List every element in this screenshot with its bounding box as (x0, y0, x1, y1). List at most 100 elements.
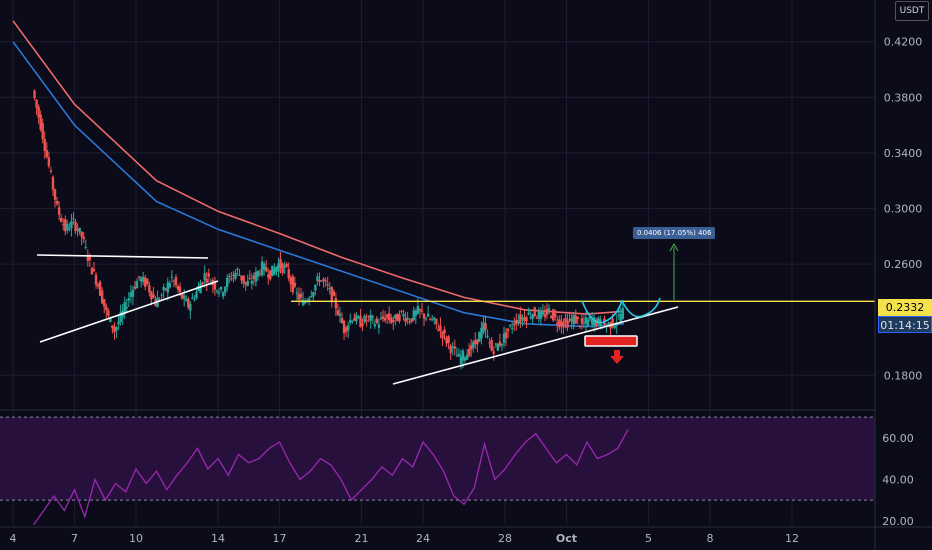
candle-up (478, 332, 481, 342)
candle-up (502, 333, 506, 343)
candle-down (242, 275, 245, 284)
candle-down (439, 325, 442, 331)
candle-up (129, 292, 133, 298)
candle-down (144, 277, 147, 287)
candle-up (123, 302, 126, 313)
candle-down (361, 323, 364, 326)
candle-up (234, 272, 237, 279)
time-tick-label: 28 (498, 532, 512, 545)
candle-up (310, 296, 313, 298)
projection-arc (581, 299, 623, 324)
candle-down (375, 318, 379, 324)
rsi-pane (0, 416, 875, 526)
candle-down (41, 123, 44, 140)
candle-down (51, 176, 55, 190)
candle-down (86, 255, 90, 261)
candle-up (219, 286, 223, 290)
candle-down (332, 291, 336, 296)
candle-up (531, 314, 534, 320)
candle-up (277, 263, 280, 272)
candle-down (387, 313, 391, 321)
candle-up (510, 327, 514, 329)
price-tick-label: 0.3000 (884, 202, 923, 215)
triangle-bottom-line (39, 280, 219, 343)
candle-up (355, 314, 358, 322)
candle-up (139, 277, 143, 282)
candle-down (535, 317, 538, 319)
rsi-axis[interactable]: 60.00 40.00 20.00 (882, 432, 914, 528)
candle-up (217, 292, 221, 294)
candle-down (248, 277, 251, 279)
candle-down (549, 316, 553, 319)
candle-up (496, 343, 500, 351)
candle-down (164, 288, 167, 290)
candle-up (457, 353, 461, 357)
candle-down (35, 99, 38, 108)
candle-up (414, 310, 418, 316)
candle-up (168, 283, 172, 288)
candle-down (410, 318, 413, 322)
candle-up (373, 324, 377, 327)
time-tick-label: 14 (211, 532, 225, 545)
candle-up (500, 343, 504, 346)
candle-down (96, 284, 100, 287)
candle-up (262, 263, 266, 270)
candle-down (258, 273, 262, 275)
candle-up (607, 322, 610, 325)
candle-up (371, 316, 374, 318)
candle-up (586, 319, 590, 326)
candle-up (363, 315, 366, 323)
candle-down (279, 259, 282, 268)
candle-up (199, 283, 202, 294)
candle-down (64, 219, 67, 232)
candle-down (334, 298, 338, 309)
candle-down (611, 318, 614, 327)
candle-down (476, 339, 479, 345)
candle-down (326, 284, 329, 286)
candle-down (57, 207, 61, 215)
measure-arrow-head (669, 242, 679, 252)
candle-down (562, 322, 565, 328)
candle-down (150, 291, 153, 300)
candle-down (98, 281, 102, 296)
candle-up (109, 317, 112, 322)
candle-up (223, 286, 227, 293)
candle-down (344, 327, 348, 332)
candle-up (115, 327, 118, 331)
candle-down (113, 326, 116, 333)
candle-down (76, 229, 79, 231)
candle-down (43, 139, 46, 151)
candle-down (560, 320, 563, 326)
candle-down (146, 278, 149, 285)
candle-up (215, 290, 219, 292)
candle-up (312, 292, 315, 297)
candle-down (566, 320, 569, 328)
candle-up (70, 221, 73, 229)
candle-down (400, 310, 403, 312)
candle-up (246, 280, 249, 286)
candle-up (84, 246, 87, 248)
candle-down (201, 282, 204, 284)
candle-up (346, 325, 350, 331)
candle-down (420, 310, 424, 312)
time-tick-label: 17 (273, 532, 287, 545)
candle-down (213, 282, 217, 290)
candle-up (314, 284, 317, 291)
candle-up (275, 266, 278, 272)
candle-down (578, 326, 582, 328)
candle-down (390, 317, 393, 323)
time-tick-label: 10 (129, 532, 143, 545)
candle-down (148, 285, 151, 293)
time-axis[interactable]: 4 7 10 14 17 21 24 28 Oct 5 8 12 (0, 526, 932, 545)
candle-down (252, 275, 256, 279)
candle-up (226, 277, 229, 288)
candle-up (539, 312, 543, 320)
candle-down (180, 293, 184, 299)
bar-countdown-tag: 01:14:15 (878, 316, 932, 333)
candle-down (187, 298, 190, 308)
price-tick-label: 0.3400 (884, 147, 923, 160)
candle-up (402, 314, 405, 317)
candle-down (441, 331, 444, 339)
price-axis[interactable]: 0.4200 0.3800 0.3400 0.3000 0.2600 0.1800 (884, 36, 923, 383)
candle-down (47, 157, 51, 167)
